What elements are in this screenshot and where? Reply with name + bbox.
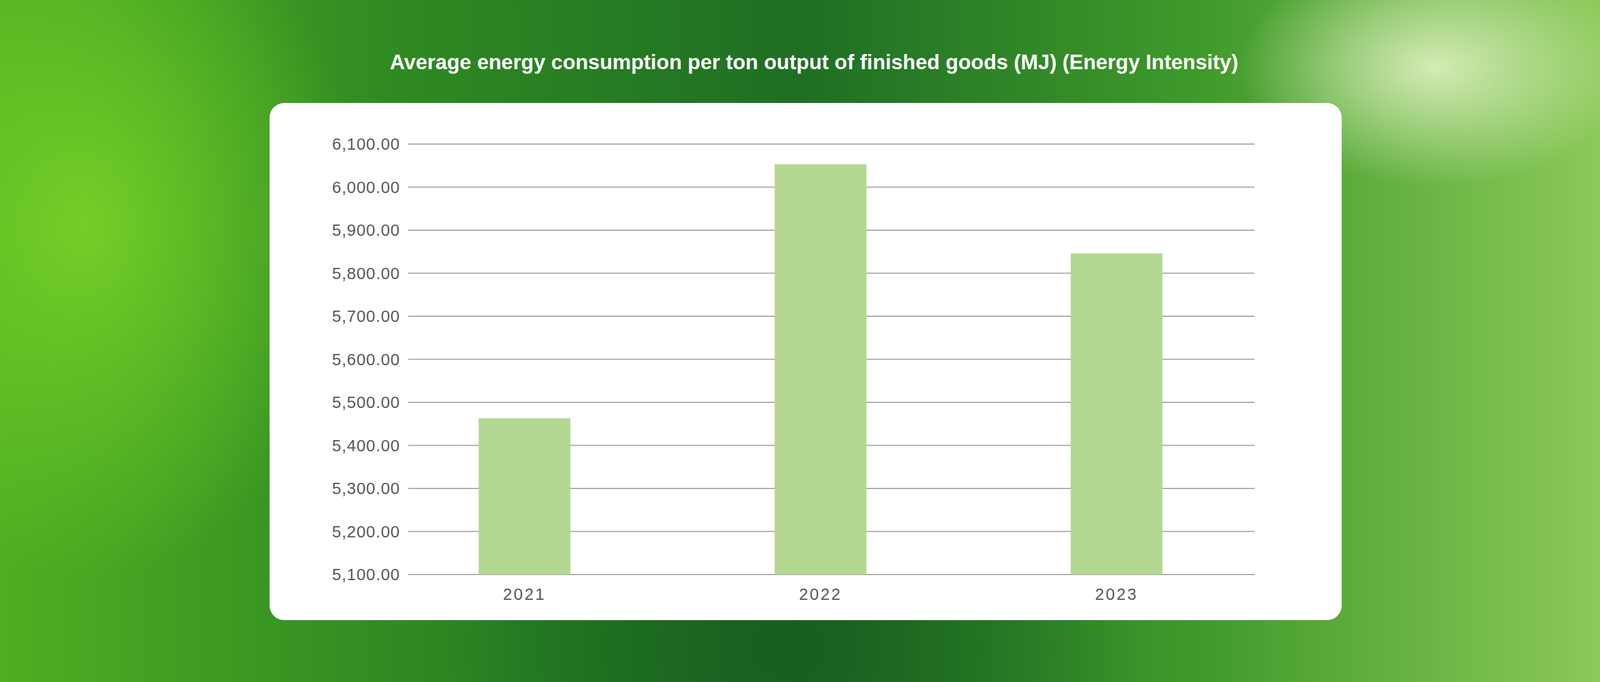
y-tick-label: 5,200.00: [332, 522, 401, 541]
bars: [478, 164, 1163, 575]
bar: [774, 164, 867, 575]
y-tick-label: 6,000.00: [332, 178, 401, 197]
y-tick-label: 5,700.00: [332, 307, 401, 326]
grid-line: [408, 143, 1255, 145]
x-tick-label: 2021: [503, 585, 547, 604]
x-tick-label: 2022: [799, 585, 843, 604]
y-tick-label: 6,100.00: [332, 135, 401, 154]
bar: [1070, 253, 1163, 575]
y-tick-label: 5,900.00: [332, 221, 401, 240]
y-tick-label: 5,800.00: [332, 264, 401, 283]
y-tick-label: 5,500.00: [332, 393, 401, 412]
panel: [269, 102, 1342, 621]
y-tick-label: 5,600.00: [332, 350, 401, 369]
bar: [478, 418, 571, 575]
chart: Average energy consumption per ton outpu…: [0, 0, 1600, 682]
y-tick-label: 5,400.00: [332, 436, 401, 455]
x-tick-label: 2023: [1095, 585, 1139, 604]
y-tick-label: 5,100.00: [332, 565, 401, 584]
title: Average energy consumption per ton outpu…: [390, 50, 1239, 74]
y-tick-label: 5,300.00: [332, 479, 401, 498]
